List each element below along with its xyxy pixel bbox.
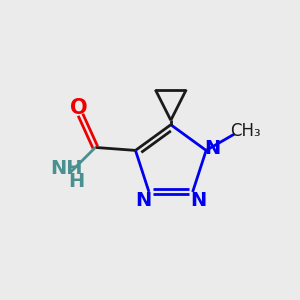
- Text: O: O: [70, 98, 88, 118]
- Text: N: N: [136, 191, 152, 210]
- Text: CH₃: CH₃: [230, 122, 261, 140]
- Text: N: N: [205, 140, 221, 158]
- Text: N: N: [190, 191, 206, 210]
- Text: NH: NH: [50, 159, 83, 178]
- Text: H: H: [68, 172, 85, 190]
